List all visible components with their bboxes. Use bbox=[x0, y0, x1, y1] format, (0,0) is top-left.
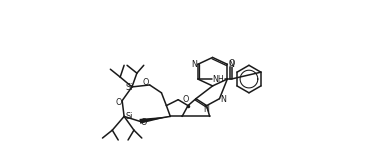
Text: N: N bbox=[228, 60, 234, 69]
Text: Si: Si bbox=[125, 112, 133, 121]
Text: O: O bbox=[228, 59, 234, 68]
Text: N: N bbox=[191, 60, 197, 69]
Text: N: N bbox=[204, 105, 210, 114]
Text: O: O bbox=[115, 98, 121, 107]
Text: O: O bbox=[183, 95, 189, 104]
Text: Si: Si bbox=[125, 83, 133, 92]
Polygon shape bbox=[139, 116, 170, 124]
Text: O: O bbox=[143, 79, 149, 87]
Text: N: N bbox=[221, 95, 226, 104]
Text: O: O bbox=[141, 118, 147, 127]
Text: NH: NH bbox=[213, 75, 224, 83]
